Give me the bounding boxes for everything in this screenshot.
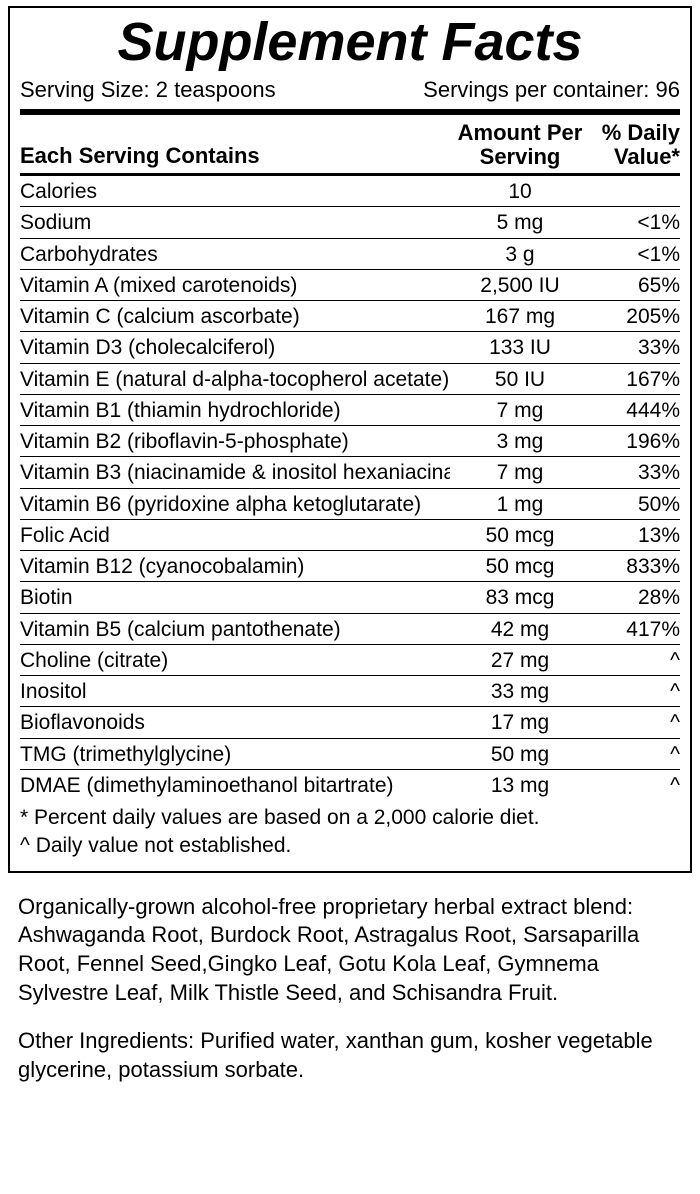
nutrient-name: Vitamin B2 (riboflavin-5-phosphate) [20,429,450,455]
nutrient-row: Carbohydrates3 g<1% [20,239,680,270]
nutrient-amount: 27 mg [450,648,590,674]
footnotes: * Percent daily values are based on a 2,… [20,800,680,863]
nutrient-amount: 33 mg [450,679,590,705]
nutrient-row: Vitamin B5 (calcium pantothenate)42 mg41… [20,614,680,645]
nutrient-amount: 42 mg [450,617,590,643]
footnote-percent-dv: * Percent daily values are based on a 2,… [20,804,680,832]
nutrient-daily-value: ^ [590,742,680,768]
serving-row: Serving Size: 2 teaspoons Servings per c… [20,75,680,109]
nutrient-row: Sodium5 mg<1% [20,207,680,238]
nutrient-name: Vitamin B6 (pyridoxine alpha ketoglutara… [20,492,450,518]
header-amount-line1: Amount Per [458,120,583,145]
nutrient-row: DMAE (dimethylaminoethanol bitartrate)13… [20,770,680,800]
nutrient-row: Vitamin E (natural d-alpha-tocopherol ac… [20,364,680,395]
nutrient-amount: 17 mg [450,710,590,736]
nutrient-amount: 7 mg [450,460,590,486]
nutrient-daily-value: 28% [590,585,680,611]
header-amount: Amount Per Serving [450,121,590,169]
nutrient-name: DMAE (dimethylaminoethanol bitartrate) [20,773,450,799]
nutrient-name: Choline (citrate) [20,648,450,674]
nutrient-daily-value: 167% [590,367,680,393]
nutrient-row: TMG (trimethylglycine)50 mg^ [20,739,680,770]
nutrient-daily-value: 205% [590,304,680,330]
nutrient-name: Sodium [20,210,450,236]
nutrient-amount: 5 mg [450,210,590,236]
nutrient-amount: 7 mg [450,398,590,424]
nutrient-row: Vitamin C (calcium ascorbate)167 mg205% [20,301,680,332]
nutrient-name: Vitamin B1 (thiamin hydrochloride) [20,398,450,424]
nutrient-name: Vitamin B3 (niacinamide & inositol hexan… [20,460,450,486]
nutrient-row: Choline (citrate)27 mg^ [20,645,680,676]
nutrient-name: Vitamin C (calcium ascorbate) [20,304,450,330]
nutrient-daily-value: 196% [590,429,680,455]
nutrient-row: Vitamin A (mixed carotenoids)2,500 IU65% [20,270,680,301]
nutrient-name: Vitamin D3 (cholecalciferol) [20,335,450,361]
nutrient-amount: 1 mg [450,492,590,518]
nutrient-amount: 13 mg [450,773,590,799]
nutrient-amount: 83 mcg [450,585,590,611]
nutrient-row: Vitamin D3 (cholecalciferol)133 IU33% [20,332,680,363]
nutrient-daily-value: 444% [590,398,680,424]
nutrient-name: Vitamin A (mixed carotenoids) [20,273,450,299]
herbal-blend-text: Organically-grown alcohol-free proprieta… [8,873,692,1007]
nutrient-daily-value: 13% [590,523,680,549]
header-each-serving: Each Serving Contains [20,143,450,169]
nutrient-name: Calories [20,179,450,205]
header-daily-value: % Daily Value* [590,121,680,169]
header-dv-line2: Value* [614,144,680,169]
nutrient-row: Calories10 [20,176,680,207]
nutrient-amount: 50 mcg [450,554,590,580]
nutrient-amount: 3 g [450,242,590,268]
nutrient-row: Folic Acid50 mcg13% [20,520,680,551]
nutrient-amount: 2,500 IU [450,273,590,299]
nutrient-daily-value: 50% [590,492,680,518]
table-header-row: Each Serving Contains Amount Per Serving… [20,115,680,176]
nutrient-row: Vitamin B12 (cyanocobalamin)50 mcg833% [20,551,680,582]
nutrient-row: Vitamin B2 (riboflavin-5-phosphate)3 mg1… [20,426,680,457]
nutrient-daily-value: <1% [590,242,680,268]
nutrient-daily-value: ^ [590,648,680,674]
nutrient-amount: 50 IU [450,367,590,393]
footnote-not-established: ^ Daily value not established. [20,832,680,860]
nutrient-name: Carbohydrates [20,242,450,268]
servings-per-container: Servings per container: 96 [423,77,680,103]
serving-size: Serving Size: 2 teaspoons [20,77,276,103]
supplement-facts-panel: Supplement Facts Serving Size: 2 teaspoo… [8,6,692,873]
nutrient-amount: 133 IU [450,335,590,361]
nutrient-daily-value: ^ [590,679,680,705]
nutrient-daily-value: <1% [590,210,680,236]
nutrient-amount: 50 mcg [450,523,590,549]
nutrient-daily-value: ^ [590,773,680,799]
nutrient-name: Bioflavonoids [20,710,450,736]
header-amount-line2: Serving [480,144,561,169]
nutrient-row: Biotin83 mcg28% [20,582,680,613]
nutrient-amount: 10 [450,179,590,205]
nutrient-row: Inositol33 mg^ [20,676,680,707]
nutrient-daily-value: 417% [590,617,680,643]
nutrient-name: TMG (trimethylglycine) [20,742,450,768]
nutrient-table-body: Calories10Sodium5 mg<1%Carbohydrates3 g<… [20,176,680,800]
nutrient-daily-value: 65% [590,273,680,299]
nutrient-name: Vitamin B12 (cyanocobalamin) [20,554,450,580]
nutrient-daily-value: ^ [590,710,680,736]
nutrient-row: Vitamin B6 (pyridoxine alpha ketoglutara… [20,489,680,520]
nutrient-row: Bioflavonoids17 mg^ [20,707,680,738]
nutrient-daily-value: 33% [590,335,680,361]
nutrient-name: Folic Acid [20,523,450,549]
nutrient-name: Vitamin B5 (calcium pantothenate) [20,617,450,643]
nutrient-daily-value: 833% [590,554,680,580]
nutrient-daily-value: 33% [590,460,680,486]
nutrient-amount: 167 mg [450,304,590,330]
nutrient-amount: 50 mg [450,742,590,768]
other-ingredients-text: Other Ingredients: Purified water, xanth… [8,1007,692,1084]
nutrient-name: Biotin [20,585,450,611]
nutrient-name: Inositol [20,679,450,705]
nutrient-amount: 3 mg [450,429,590,455]
nutrient-name: Vitamin E (natural d-alpha-tocopherol ac… [20,367,450,393]
header-dv-line1: % Daily [602,120,680,145]
nutrient-row: Vitamin B1 (thiamin hydrochloride)7 mg44… [20,395,680,426]
nutrient-row: Vitamin B3 (niacinamide & inositol hexan… [20,457,680,488]
panel-title: Supplement Facts [20,12,680,75]
